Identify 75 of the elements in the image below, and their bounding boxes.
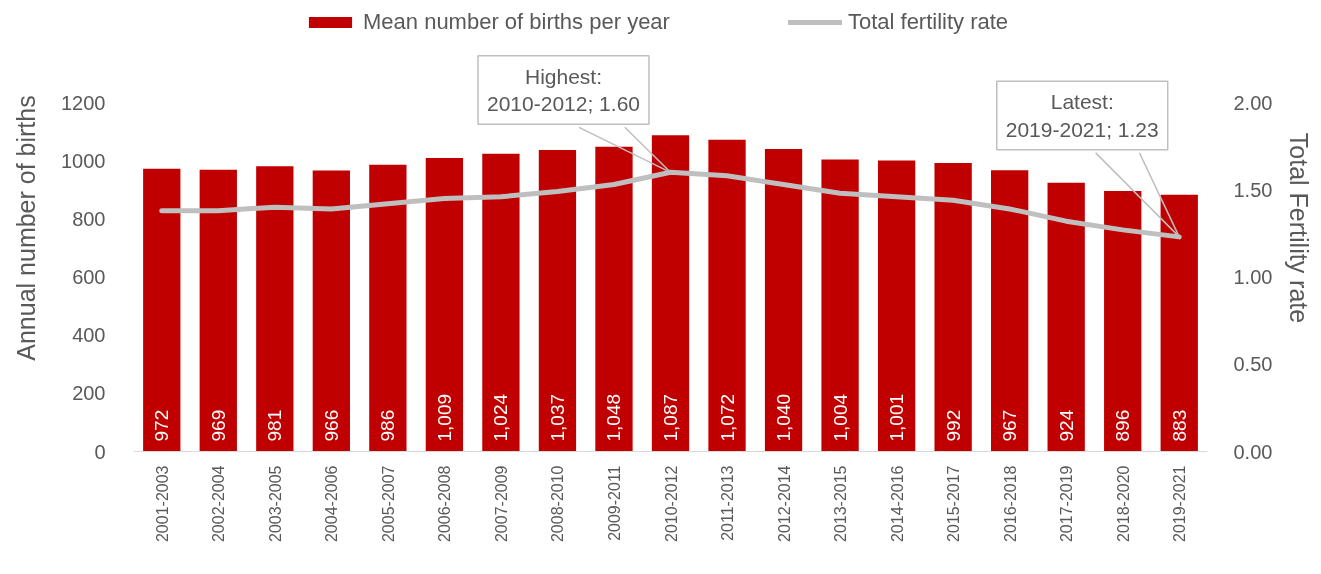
bar <box>991 170 1029 452</box>
x-tick-label: 2008-2010 <box>549 465 567 543</box>
annotation: Latest: 2019-2021; 1.23 <box>1005 90 1159 141</box>
x-tick-label: 2007-2009 <box>492 465 510 543</box>
x-tick-label: 2017-2019 <box>1058 465 1076 543</box>
bar <box>538 149 577 452</box>
data-label: 1,087 <box>660 393 681 442</box>
data-label: 966 <box>320 409 342 442</box>
x-tick-label: 2010-2012 <box>662 465 680 543</box>
x-tick-label: 2002-2004 <box>210 465 228 543</box>
x-tick-label: 2015-2017 <box>945 465 963 543</box>
data-label: 981 <box>264 409 286 442</box>
y-tick-label: 400 <box>72 324 106 347</box>
x-tick-label: 2016-2018 <box>1001 465 1019 543</box>
data-label: 972 <box>151 409 173 442</box>
bar <box>764 149 803 452</box>
y-tick-label: 1200 <box>61 91 106 114</box>
data-label: 1,072 <box>716 393 738 442</box>
x-tick-label: 2001-2003 <box>153 465 171 543</box>
bar <box>934 162 972 452</box>
bar <box>1160 194 1198 452</box>
x-tick-label: 2013-2015 <box>832 465 850 543</box>
data-label: 1,004 <box>829 393 851 442</box>
bar <box>425 158 464 452</box>
y-tick-label: 200 <box>72 382 106 405</box>
data-label: 992 <box>942 409 964 442</box>
bar <box>482 153 520 452</box>
bar <box>369 164 407 452</box>
x-tick-label: 2005-2007 <box>379 465 397 543</box>
bar <box>1104 190 1142 452</box>
bar <box>1047 182 1085 452</box>
data-label: 896 <box>1112 409 1134 442</box>
x-tick-label: 2012-2014 <box>775 465 793 543</box>
data-label: 1,001 <box>886 393 908 442</box>
y2-tick-label: 0.00 <box>1233 440 1273 463</box>
data-label: 986 <box>377 409 399 442</box>
data-label: 924 <box>1055 409 1077 442</box>
y2-tick-label: 1.50 <box>1233 178 1273 201</box>
x-tick-label: 2011-2013 <box>719 465 737 541</box>
legend-label: Mean number of births per year <box>363 9 670 35</box>
data-label: 1,024 <box>490 393 512 442</box>
y2-axis-title: Total Fertility rate <box>1285 132 1314 324</box>
data-label: 1,037 <box>546 393 568 442</box>
bar <box>312 170 350 452</box>
bar <box>143 168 181 452</box>
data-label: 883 <box>1168 409 1190 442</box>
data-label: 1,040 <box>773 393 795 442</box>
x-tick-label: 2014-2016 <box>888 465 906 543</box>
annotation: Highest: 2010-2012; 1.60 <box>487 64 640 116</box>
x-tick-label: 2006-2008 <box>436 465 454 543</box>
data-label: 1,009 <box>433 393 455 442</box>
y2-tick-label: 0.50 <box>1233 353 1273 376</box>
x-tick-label: 2018-2020 <box>1114 465 1132 543</box>
bar <box>595 146 633 452</box>
y-tick-label: 1000 <box>61 149 106 172</box>
y-axis-title: Annual number of births <box>12 95 41 361</box>
y-tick-label: 600 <box>72 266 106 288</box>
y-tick-label: 0 <box>94 440 106 463</box>
bar <box>877 160 916 452</box>
data-label: 969 <box>207 409 229 442</box>
bar <box>708 139 746 452</box>
bar <box>199 169 237 452</box>
x-tick-label: 2004-2006 <box>323 465 341 543</box>
x-tick-label: 2003-2005 <box>266 465 284 543</box>
x-tick-label: 2009-2011 <box>605 465 623 541</box>
y-tick-label: 800 <box>72 207 106 230</box>
y2-tick-label: 1.00 <box>1233 266 1273 288</box>
data-label: 1,048 <box>603 393 625 442</box>
data-label: 967 <box>999 409 1021 442</box>
x-tick-label: 2019-2021 <box>1171 465 1189 543</box>
legend-label: Total fertility rate <box>847 9 1009 35</box>
bar <box>821 159 859 452</box>
bar <box>256 166 294 452</box>
y2-tick-label: 2.00 <box>1233 91 1273 114</box>
bar <box>651 135 690 452</box>
